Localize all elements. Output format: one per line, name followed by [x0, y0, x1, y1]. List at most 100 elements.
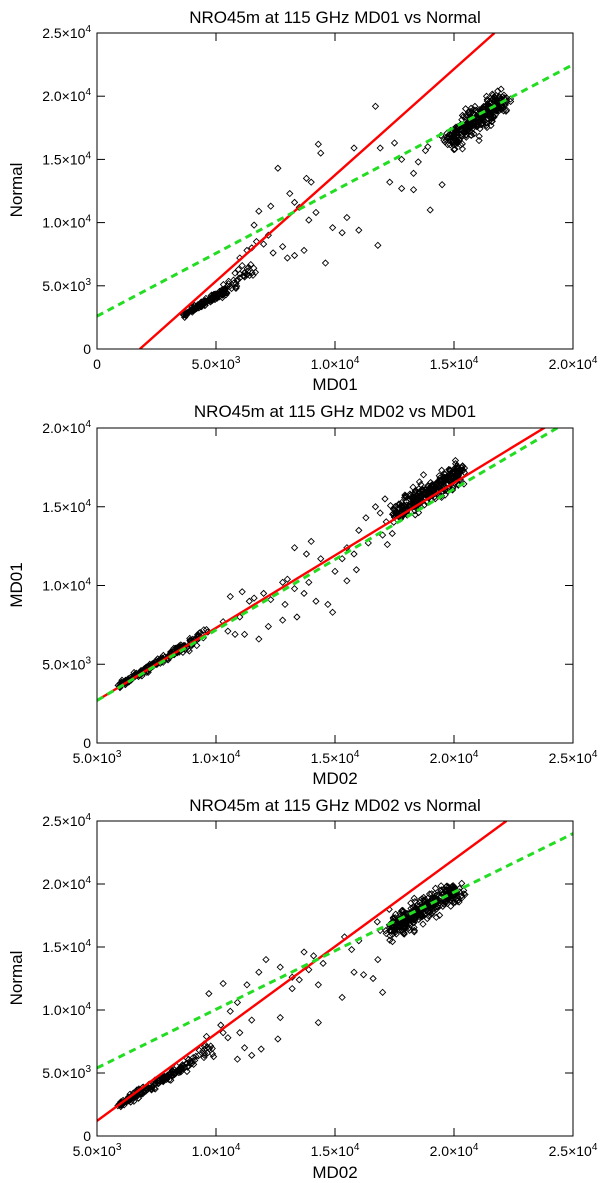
data-point	[250, 594, 258, 602]
data-point	[438, 181, 446, 189]
data-point	[437, 882, 445, 890]
x-tick-label: 2.0×104	[430, 749, 479, 766]
data-point	[483, 102, 492, 110]
data-point	[398, 184, 406, 193]
data-point	[338, 993, 346, 1002]
data-point	[257, 1045, 265, 1053]
data-point	[482, 119, 490, 127]
data-point	[426, 483, 434, 491]
data-point	[240, 630, 249, 638]
data-point	[202, 298, 211, 306]
data-point	[412, 904, 420, 912]
plot-frame	[96, 427, 574, 744]
data-point	[219, 979, 227, 988]
data-point	[359, 971, 368, 979]
y-tick-label: 5.0×103	[42, 655, 91, 672]
data-point	[402, 497, 410, 506]
x-tick-label: 5.0×103	[192, 355, 241, 372]
data-point	[319, 959, 327, 968]
data-point	[307, 537, 315, 546]
data-point	[355, 526, 363, 535]
data-point	[400, 922, 408, 930]
data-point	[248, 1051, 256, 1059]
data-point	[482, 115, 490, 124]
data-point	[350, 550, 358, 558]
data-point	[259, 589, 268, 598]
data-point	[222, 291, 230, 299]
data-point	[452, 137, 460, 145]
fit-lines	[97, 821, 573, 1122]
y-tick-label: 1.0×104	[42, 214, 91, 231]
data-point	[398, 919, 407, 927]
data-point	[200, 1049, 209, 1057]
data-point	[240, 1044, 249, 1052]
data-point	[283, 254, 292, 262]
data-point	[462, 133, 470, 141]
data-point	[343, 213, 351, 222]
fit-lines	[97, 428, 560, 702]
data-point	[288, 984, 296, 993]
data-point	[444, 888, 453, 896]
data-point	[445, 466, 454, 474]
data-point	[168, 1066, 176, 1074]
solid-fit-line	[97, 428, 547, 702]
data-point	[428, 909, 437, 917]
data-point	[441, 470, 449, 478]
data-point	[314, 140, 322, 148]
data-point	[374, 955, 382, 964]
chart-title: NRO45m at 115 GHz MD02 vs Normal	[189, 796, 481, 815]
data-point	[487, 121, 495, 130]
data-point	[475, 132, 483, 140]
data-point	[247, 260, 255, 269]
data-point	[234, 265, 243, 274]
x-tick-label: 0	[93, 356, 101, 372]
data-point	[437, 886, 446, 894]
y-tick-label: 1.0×104	[42, 577, 91, 594]
data-point	[205, 989, 213, 998]
x-tick-label: 5.0×103	[73, 749, 122, 766]
data-point	[209, 1052, 218, 1061]
data-point	[423, 914, 431, 923]
data-point	[245, 597, 253, 605]
data-point	[321, 259, 330, 267]
y-tick-label: 2.0×104	[42, 419, 91, 436]
data-point	[290, 198, 299, 207]
data-point	[398, 155, 406, 164]
dashed-fit-line	[97, 832, 573, 1070]
data-point	[302, 550, 311, 558]
data-point	[307, 178, 315, 186]
data-point	[447, 887, 455, 895]
y-tick-label: 0	[83, 341, 91, 357]
data-point	[471, 117, 479, 125]
data-point	[283, 575, 292, 583]
data-point	[400, 930, 408, 938]
data-point	[226, 1007, 234, 1015]
data-point	[444, 889, 453, 897]
data-point	[421, 146, 430, 155]
data-point	[189, 307, 197, 315]
data-point	[378, 988, 387, 996]
x-tick-label: 2.5×104	[549, 1142, 598, 1159]
data-point	[414, 158, 422, 166]
data-point	[290, 544, 299, 552]
data-point	[421, 895, 429, 904]
data-point	[165, 1076, 173, 1084]
data-point	[390, 511, 398, 519]
data-point	[373, 918, 381, 926]
data-point	[224, 1034, 232, 1042]
data-point	[279, 242, 287, 251]
data-point	[338, 229, 346, 237]
data-point	[324, 600, 332, 609]
data-point	[274, 1035, 282, 1043]
data-point	[255, 968, 263, 976]
data-point	[410, 923, 418, 932]
data-point	[392, 924, 400, 933]
data-point	[197, 301, 206, 309]
data-point	[507, 97, 515, 106]
data-point	[409, 497, 418, 505]
data-point	[211, 293, 219, 302]
data-point	[463, 120, 472, 128]
data-point	[293, 613, 301, 621]
y-tick-label: 2.0×104	[42, 875, 91, 892]
data-point	[457, 141, 465, 149]
